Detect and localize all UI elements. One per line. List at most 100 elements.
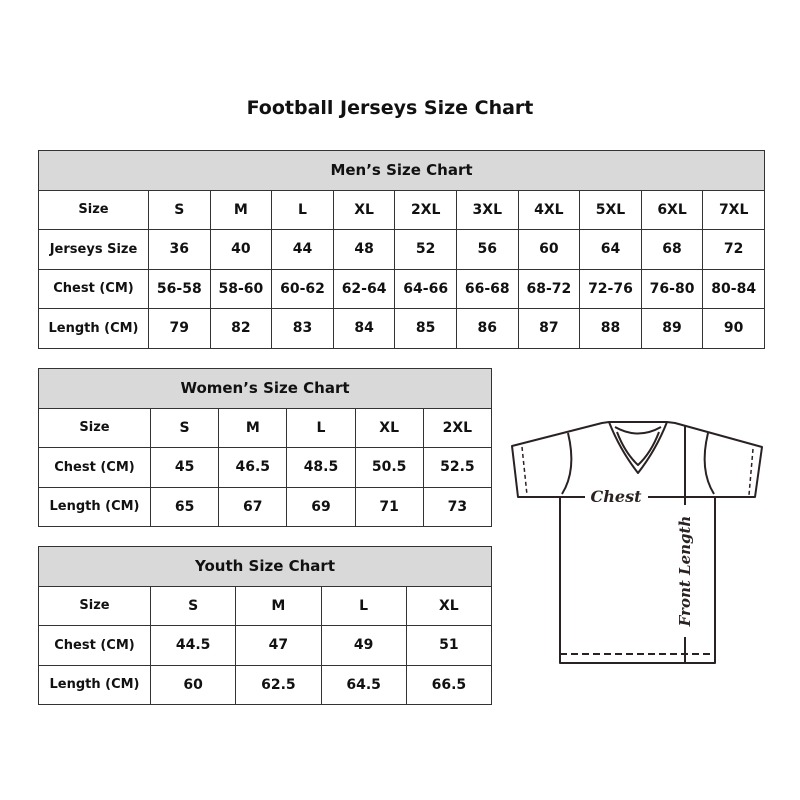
youth-size-table: Youth Size Chart Size S M L XL Chest (CM) 44.5 4…: [38, 546, 493, 705]
table-cell: 86: [455, 308, 519, 349]
table-cell: 60: [149, 664, 237, 705]
table-cell: M: [218, 407, 288, 448]
page-title: Football Jerseys Size Chart: [246, 97, 534, 119]
table-cell: 66.5: [405, 664, 493, 705]
table-cell: 72: [702, 229, 765, 270]
table-cell: 64: [579, 229, 642, 270]
table-cell: 2XL: [422, 407, 493, 448]
table-cell: 4XL: [517, 189, 581, 230]
table-cell: 90: [702, 308, 765, 349]
row-label: Chest (CM): [38, 625, 151, 666]
table-row: Length (CM) 79 82 83 84 85 86 87 88 89 90: [38, 308, 765, 349]
table-row: Chest (CM) 44.5 47 49 51: [38, 625, 493, 666]
table-cell: 48.5: [286, 447, 356, 488]
table-cell: 46.5: [218, 447, 288, 488]
table-cell: 52.5: [422, 447, 493, 488]
mens-table-title: Men’s Size Chart: [38, 150, 765, 191]
chest-label: Chest: [591, 487, 643, 506]
table-cell: XL: [332, 189, 396, 230]
table-cell: 6XL: [640, 189, 704, 230]
table-cell: 50.5: [354, 447, 424, 488]
table-cell: 44.5: [149, 625, 237, 666]
table-cell: 56-58: [148, 268, 211, 309]
table-cell: S: [149, 407, 220, 448]
table-cell: S: [148, 189, 211, 230]
table-cell: XL: [405, 585, 493, 626]
youth-table-title: Youth Size Chart: [38, 546, 492, 587]
table-cell: 65: [149, 486, 220, 527]
table-row: Size S M L XL 2XL: [38, 407, 493, 448]
table-cell: 69: [286, 486, 356, 527]
table-cell: 51: [405, 625, 493, 666]
jersey-diagram: Chest Front Length: [511, 421, 763, 664]
table-cell: 44: [271, 229, 334, 270]
row-label: Jerseys Size: [38, 229, 149, 270]
table-cell: 64-66: [394, 268, 457, 309]
table-cell: L: [271, 189, 334, 230]
row-label: Size: [38, 585, 151, 626]
table-cell: 62-64: [332, 268, 396, 309]
table-cell: 84: [332, 308, 396, 349]
table-cell: 68-72: [517, 268, 581, 309]
table-cell: 40: [209, 229, 273, 270]
jersey-outline: [511, 421, 763, 664]
table-cell: L: [320, 585, 407, 626]
row-label: Size: [38, 407, 151, 448]
row-label: Length (CM): [38, 486, 151, 527]
row-label: Length (CM): [38, 308, 149, 349]
row-label: Size: [38, 189, 149, 230]
table-cell: 62.5: [235, 664, 322, 705]
table-cell: 3XL: [455, 189, 519, 230]
table-cell: 67: [218, 486, 288, 527]
table-cell: 45: [149, 447, 220, 488]
table-row: Chest (CM) 56-58 58-60 60-62 62-64 64-66 66-68…: [38, 268, 765, 309]
table-cell: 56: [455, 229, 519, 270]
table-row: Chest (CM) 45 46.5 48.5 50.5 52.5: [38, 447, 493, 488]
table-cell: 89: [640, 308, 704, 349]
table-row: Size S M L XL: [38, 585, 493, 626]
left-armhole: [561, 432, 573, 495]
front-length-label: Front Length: [676, 516, 694, 628]
table-cell: 48: [332, 229, 396, 270]
right-armhole: [703, 432, 715, 495]
table-cell: 82: [209, 308, 273, 349]
table-row: Length (CM) 65 67 69 71 73: [38, 486, 493, 527]
table-cell: 72-76: [579, 268, 642, 309]
table-row: Length (CM) 60 62.5 64.5 66.5: [38, 664, 493, 705]
table-cell: 5XL: [579, 189, 642, 230]
table-cell: L: [286, 407, 356, 448]
table-cell: 36: [148, 229, 211, 270]
table-cell: 60: [517, 229, 581, 270]
table-cell: 73: [422, 486, 493, 527]
table-cell: 66-68: [455, 268, 519, 309]
table-cell: XL: [354, 407, 424, 448]
table-cell: 64.5: [320, 664, 407, 705]
table-cell: 68: [640, 229, 704, 270]
table-cell: 87: [517, 308, 581, 349]
table-cell: M: [235, 585, 322, 626]
table-cell: 52: [394, 229, 457, 270]
table-cell: 49: [320, 625, 407, 666]
table-cell: 76-80: [640, 268, 704, 309]
table-cell: 2XL: [394, 189, 457, 230]
table-cell: 71: [354, 486, 424, 527]
table-row: Jerseys Size 36 40 44 48 52 56 60 64 68 72: [38, 229, 765, 270]
collar: [608, 421, 668, 474]
table-cell: 60-62: [271, 268, 334, 309]
table-cell: M: [209, 189, 273, 230]
table-cell: 7XL: [702, 189, 765, 230]
row-label: Chest (CM): [38, 268, 149, 309]
table-cell: 47: [235, 625, 322, 666]
mens-size-table: Men’s Size Chart Size S M L XL 2XL 3XL 4XL 5XL 6XL…: [38, 150, 765, 349]
row-label: Chest (CM): [38, 447, 151, 488]
table-cell: 88: [579, 308, 642, 349]
table-cell: S: [149, 585, 237, 626]
womens-table-title: Women’s Size Chart: [38, 368, 492, 409]
table-row: Size S M L XL 2XL 3XL 4XL 5XL 6XL 7XL: [38, 189, 765, 230]
table-cell: 83: [271, 308, 334, 349]
table-cell: 85: [394, 308, 457, 349]
table-cell: 79: [148, 308, 211, 349]
table-cell: 80-84: [702, 268, 765, 309]
row-label: Length (CM): [38, 664, 151, 705]
womens-size-table: Women’s Size Chart Size S M L XL 2XL Chest (CM)…: [38, 368, 493, 527]
